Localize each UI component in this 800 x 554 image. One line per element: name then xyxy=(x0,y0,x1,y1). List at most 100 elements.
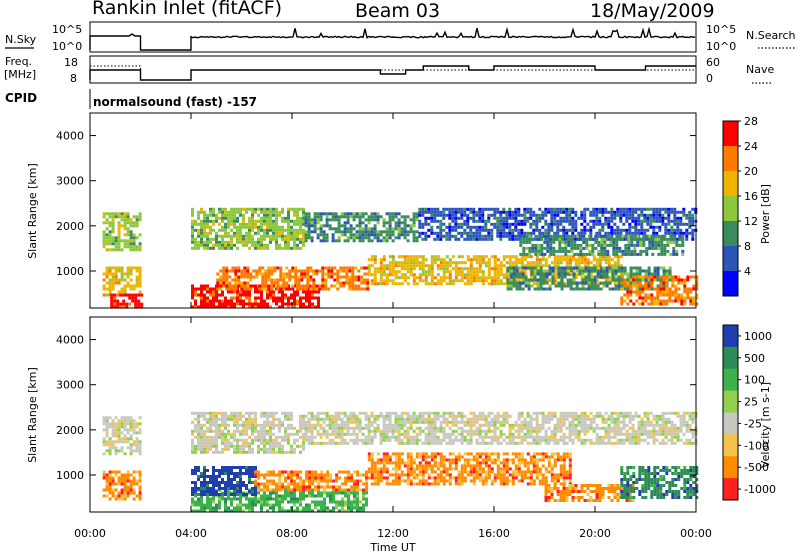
power-cell-7 xyxy=(448,213,452,217)
power-cell-9 xyxy=(581,269,585,273)
power-cell-8 xyxy=(427,273,431,277)
power-cell-6 xyxy=(307,230,311,234)
power-cell-3 xyxy=(230,305,233,309)
power-cell-5 xyxy=(302,228,305,232)
velocity-cell-3 xyxy=(248,472,251,475)
power-cell-4 xyxy=(330,266,334,270)
power-cell-8 xyxy=(490,282,494,286)
power-cell-8 xyxy=(568,261,572,265)
power-cell-4 xyxy=(306,275,310,279)
velocity-cell-0 xyxy=(102,416,106,420)
velocity-cell-4 xyxy=(320,473,324,477)
power-cell-8 xyxy=(430,282,434,286)
power-cell-4 xyxy=(225,281,229,285)
velocity-cell-1 xyxy=(117,491,121,495)
velocity-cell-5 xyxy=(278,441,281,445)
power-cell-9 xyxy=(539,287,543,291)
power-cell-7 xyxy=(610,231,614,235)
power-cell-3 xyxy=(233,296,236,300)
velocity-cell-2 xyxy=(284,494,287,498)
velocity-cell-1 xyxy=(114,488,118,492)
power-cell-11 xyxy=(681,237,685,241)
velocity-cell-4 xyxy=(263,482,267,486)
power-cell-11 xyxy=(576,246,580,250)
power-cell-5 xyxy=(224,240,227,244)
power-cell-4 xyxy=(234,284,238,288)
power-cell-7 xyxy=(652,213,656,217)
power-cell-8 xyxy=(394,282,398,286)
velocity-cell-3 xyxy=(233,466,236,469)
power-cell-8 xyxy=(514,264,518,268)
power-cell-9 xyxy=(668,266,672,270)
power-cell-3 xyxy=(200,299,203,303)
power-cell-11 xyxy=(654,243,658,247)
power-cell-5 xyxy=(254,243,257,247)
power-cell-6 xyxy=(307,212,311,216)
power-cell-7 xyxy=(634,216,638,220)
power-cell-7 xyxy=(685,213,689,217)
power-cell-8 xyxy=(403,261,407,265)
velocity-cell-5 xyxy=(233,429,236,433)
velocity-cell-2 xyxy=(344,500,347,504)
power-cell-11 xyxy=(600,243,604,247)
power-cell-3 xyxy=(296,299,299,303)
power-cell-6 xyxy=(364,236,368,240)
power-cell-6 xyxy=(370,227,374,231)
power-cell-7 xyxy=(439,228,443,232)
power-cell-8 xyxy=(598,258,602,262)
power-cell-10 xyxy=(641,299,645,303)
velocity-cell-2 xyxy=(350,506,353,510)
power-cell-7 xyxy=(442,234,446,238)
power-cell-0 xyxy=(135,224,139,228)
power-cell-4 xyxy=(225,287,229,291)
power-cell-7 xyxy=(574,237,578,241)
power-cell-5 xyxy=(248,222,251,226)
velocity-cell-3 xyxy=(254,493,257,496)
velocity-cell-5 xyxy=(263,411,266,415)
power-cell-7 xyxy=(481,219,485,223)
power-cell-8 xyxy=(463,276,467,280)
power-cell-8 xyxy=(604,258,608,262)
power-cell-3 xyxy=(203,293,206,297)
power-cell-5 xyxy=(191,228,194,232)
velocity-cell-5 xyxy=(203,435,206,439)
nave-label: Nave xyxy=(746,63,774,76)
power-cell-8 xyxy=(586,258,590,262)
power-cell-6 xyxy=(313,218,317,222)
velocity-cell-5 xyxy=(224,417,227,421)
velocity-cell-2 xyxy=(239,506,242,510)
power-cell-2 xyxy=(137,302,141,306)
power-cell-7 xyxy=(526,219,530,223)
velocity-cell-5 xyxy=(302,423,305,427)
power-cell-8 xyxy=(448,258,452,262)
power-cell-11 xyxy=(666,243,670,247)
power-cell-4 xyxy=(327,275,331,279)
power-cell-9 xyxy=(653,269,657,273)
power-cell-10 xyxy=(635,284,639,288)
power-cell-10 xyxy=(683,302,687,306)
velocity-cell-1 xyxy=(102,476,106,480)
velocity-cell-0 xyxy=(129,425,133,429)
power-cell-3 xyxy=(212,287,215,291)
velocity-cell-3 xyxy=(200,472,203,475)
power-cell-8 xyxy=(397,264,401,268)
power-cell-5 xyxy=(212,219,215,223)
power-cell-6 xyxy=(379,230,383,234)
power-cell-5 xyxy=(272,228,275,232)
velocity-cell-3 xyxy=(209,493,212,496)
power-cell-5 xyxy=(227,240,230,244)
power-cell-8 xyxy=(412,258,416,262)
power-cell-7 xyxy=(580,216,584,220)
power-cell-9 xyxy=(668,269,672,273)
power-cell-0 xyxy=(117,245,121,249)
velocity-cell-5 xyxy=(245,420,248,424)
power-cell-5 xyxy=(191,240,194,244)
power-cell-11 xyxy=(663,243,667,247)
power-cell-6 xyxy=(367,218,371,222)
power-cell-2 xyxy=(122,299,126,303)
power-cell-11 xyxy=(570,249,574,253)
power-cell-5 xyxy=(218,243,221,247)
power-cell-3 xyxy=(266,293,269,297)
power-cell-7 xyxy=(496,207,500,211)
power-cell-7 xyxy=(571,222,575,226)
